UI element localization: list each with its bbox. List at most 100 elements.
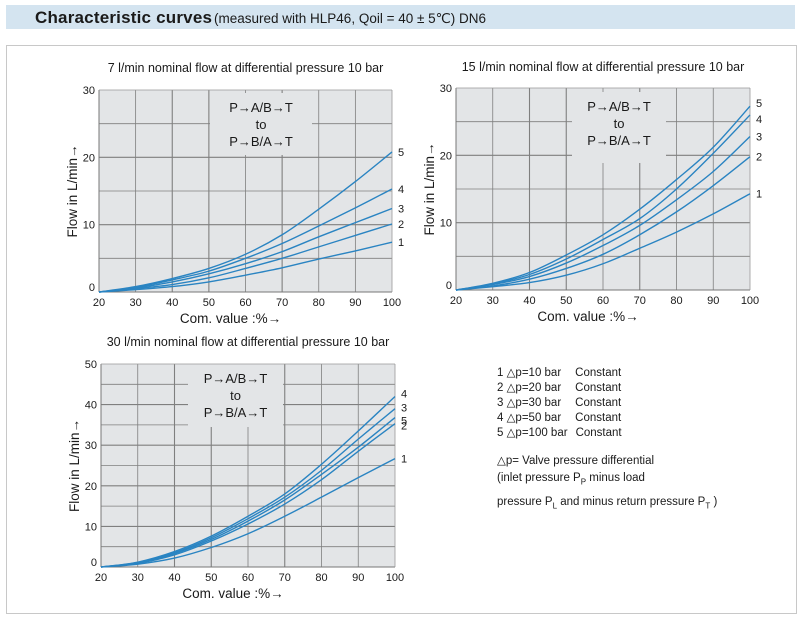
x-tick-label: 50 (560, 295, 572, 307)
page-title: Characteristic curves (35, 8, 213, 27)
curve-label-1: 1 (398, 237, 404, 249)
y-tick-label: 20 (85, 481, 97, 493)
curve-label-1: 1 (401, 454, 407, 466)
curve-label-2: 2 (398, 219, 404, 231)
y-axis-label: Flow in L/min→ (67, 419, 82, 512)
legend-item: 3 △p=30 bar Constant (497, 396, 622, 411)
curve-3 (455, 135, 751, 291)
x-tick-label: 80 (670, 295, 682, 307)
x-axis-label: Com. value :%→ (182, 586, 283, 601)
x-tick-label: 40 (523, 295, 535, 307)
annotation-box (210, 93, 312, 155)
curve-4 (98, 188, 393, 293)
legend-item: 5 △p=100 bar Constant (497, 426, 622, 441)
annotation-line: to (614, 116, 625, 131)
x-tick-label: 90 (352, 572, 364, 584)
y-tick-label: 10 (83, 220, 95, 232)
curve-4 (455, 114, 751, 291)
y-tick-label: 20 (83, 152, 95, 164)
annotation-line: P→B/A→T (204, 405, 268, 420)
curve-5 (98, 151, 393, 293)
curve-label-4: 4 (401, 388, 407, 400)
x-tick-label: 80 (315, 572, 327, 584)
x-tick-label: 70 (634, 295, 646, 307)
chart-title: 7 l/min nominal flow at differential pre… (108, 61, 384, 75)
chart-title: 30 l/min nominal flow at differential pr… (107, 335, 390, 349)
chart-15lpm: 15 l/min nominal flow at differential pr… (422, 60, 762, 324)
curve-label-3: 3 (401, 403, 407, 415)
x-tick-label: 60 (239, 297, 251, 309)
legend-item: 1 △p=10 bar Constant (497, 366, 622, 381)
curve-1 (98, 241, 393, 293)
y-tick-label: 30 (440, 83, 452, 95)
page-subtitle: (measured with HLP46, Qoil = 40 ± 5℃) DN… (214, 11, 487, 26)
x-tick-label: 90 (349, 297, 361, 309)
curve-label-3: 3 (398, 204, 404, 216)
legend-label: 5 △p=100 bar (497, 427, 568, 439)
x-tick-label: 70 (279, 572, 291, 584)
x-tick-label: 90 (707, 295, 719, 307)
content-panel (6, 45, 797, 614)
chart-title: 15 l/min nominal flow at differential pr… (462, 60, 745, 74)
legend-mode: Constant (575, 427, 622, 439)
annotation-line: P→B/A→T (587, 133, 651, 148)
curve-label-4: 4 (398, 184, 404, 196)
y-tick-label: 10 (85, 521, 97, 533)
curve-label-1: 1 (756, 189, 762, 201)
x-tick-label: 50 (203, 297, 215, 309)
note-line: pressure PL and minus return pressure PT… (497, 496, 718, 511)
chart-30lpm: 30 l/min nominal flow at differential pr… (67, 335, 407, 601)
note-line: (inlet pressure PP minus load (497, 472, 645, 487)
y-tick-label: 0 (89, 282, 95, 294)
legend-mode: Constant (575, 382, 622, 394)
curve-5 (455, 105, 751, 291)
annotation-line: P→B/A→T (229, 134, 293, 149)
x-tick-label: 40 (166, 297, 178, 309)
y-tick-label: 50 (85, 359, 97, 371)
legend-item: 4 △p=50 bar Constant (497, 411, 622, 426)
annotation-line: P→A/B→T (229, 100, 293, 115)
x-tick-label: 20 (93, 297, 105, 309)
x-tick-label: 100 (386, 572, 404, 584)
x-tick-label: 30 (487, 295, 499, 307)
note-line: △p= Valve pressure differential (497, 455, 655, 467)
curve-label-2: 2 (756, 152, 762, 164)
curve-label-2: 2 (401, 421, 407, 433)
pressure-note: △p= Valve pressure differential (inlet p… (497, 453, 717, 515)
curve-label-5: 5 (756, 98, 762, 110)
annotation-line: to (230, 388, 241, 403)
x-axis-label: Com. value :%→ (537, 309, 638, 324)
x-tick-label: 60 (597, 295, 609, 307)
y-tick-label: 10 (440, 218, 452, 230)
legend-label: 4 △p=50 bar (497, 412, 562, 424)
legend-mode: Constant (575, 397, 622, 409)
curve-label-5: 5 (401, 416, 407, 428)
y-tick-label: 30 (85, 440, 97, 452)
x-tick-label: 100 (741, 295, 759, 307)
annotation-line: P→A/B→T (587, 99, 651, 114)
x-tick-label: 30 (130, 297, 142, 309)
x-tick-label: 80 (313, 297, 325, 309)
x-tick-label: 50 (205, 572, 217, 584)
legend: 1 △p=10 bar Constant 2 △p=20 bar Constant … (497, 366, 622, 441)
curve-1 (455, 193, 751, 291)
x-tick-label: 20 (95, 572, 107, 584)
y-tick-label: 0 (91, 557, 97, 569)
chart-7lpm: 7 l/min nominal flow at differential pre… (65, 61, 404, 326)
title-bar: Characteristic curves (measured with HLP… (6, 5, 795, 29)
legend-mode: Constant (575, 367, 622, 379)
y-tick-label: 0 (446, 280, 452, 292)
x-tick-label: 30 (132, 572, 144, 584)
y-axis-label: Flow in L/min→ (422, 142, 437, 235)
annotation-line: to (256, 117, 267, 132)
annotation-box (188, 364, 283, 427)
y-axis-label: Flow in L/min→ (65, 144, 80, 237)
x-tick-label: 100 (383, 297, 401, 309)
y-tick-label: 30 (83, 85, 95, 97)
y-tick-label: 40 (85, 400, 97, 412)
x-axis-label: Com. value :%→ (180, 311, 281, 326)
curve-3 (98, 207, 393, 293)
legend-label: 2 △p=20 bar (497, 382, 562, 394)
legend-mode: Constant (575, 412, 622, 424)
